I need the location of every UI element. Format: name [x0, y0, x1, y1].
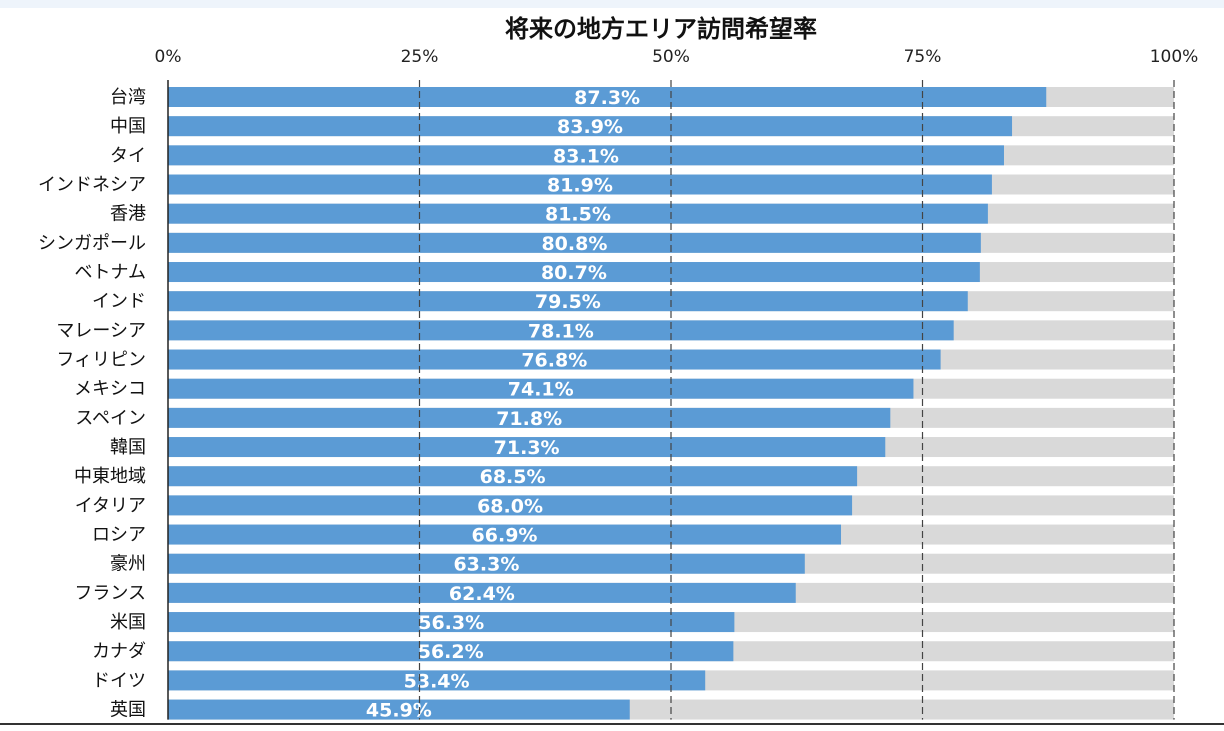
- bar: [168, 495, 853, 516]
- data-label: 45.9%: [366, 700, 432, 722]
- bar: [168, 87, 1047, 107]
- data-label: 76.8%: [521, 350, 587, 372]
- bar: [168, 612, 735, 633]
- data-label: 79.5%: [535, 291, 601, 313]
- data-label: 68.0%: [477, 495, 543, 517]
- bar: [168, 641, 734, 662]
- category-label: インド: [92, 291, 146, 312]
- data-label: 62.4%: [449, 583, 515, 605]
- category-label: インドネシア: [38, 175, 146, 196]
- chart-title: 将来の地方エリア訪問希望率: [505, 15, 817, 43]
- x-tick-label: 75%: [904, 47, 942, 67]
- category-label: シンガポール: [38, 233, 146, 254]
- data-label: 81.9%: [547, 175, 613, 197]
- x-tick-label: 50%: [652, 47, 690, 67]
- category-label: フィリピン: [56, 350, 146, 371]
- category-label: ロシア: [92, 525, 146, 546]
- data-label: 87.3%: [574, 87, 640, 109]
- category-label: 中東地域: [74, 466, 146, 487]
- category-label: 台湾: [110, 87, 146, 108]
- data-label: 80.8%: [541, 233, 607, 255]
- data-label: 71.3%: [494, 437, 560, 459]
- data-label: 78.1%: [528, 320, 594, 342]
- data-label: 53.4%: [404, 670, 470, 692]
- category-label: ベトナム: [75, 262, 146, 283]
- data-label: 74.1%: [508, 379, 574, 401]
- data-label: 56.3%: [418, 612, 484, 634]
- bar: [168, 553, 805, 574]
- bar: [168, 232, 981, 253]
- category-label: スペイン: [75, 408, 146, 429]
- data-label: 68.5%: [480, 466, 546, 488]
- bar: [168, 437, 886, 458]
- x-tick-label: 25%: [401, 47, 439, 67]
- category-label: 香港: [110, 204, 146, 225]
- category-label: 韓国: [110, 437, 146, 458]
- data-label: 83.9%: [557, 116, 623, 138]
- bar: [168, 291, 968, 312]
- category-label: ドイツ: [92, 670, 146, 691]
- category-label: タイ: [110, 145, 146, 166]
- data-label: 81.5%: [545, 204, 611, 226]
- bar: [168, 320, 954, 341]
- bar: [168, 466, 858, 487]
- x-tick-label: 0%: [155, 47, 182, 67]
- category-label: 英国: [110, 700, 146, 721]
- category-label: マレーシア: [56, 320, 146, 341]
- data-label: 71.8%: [496, 408, 562, 430]
- data-label: 63.3%: [453, 554, 519, 576]
- bar: [168, 262, 980, 283]
- bar: [168, 174, 992, 195]
- x-tick-label: 100%: [1150, 47, 1199, 67]
- bar: [168, 203, 988, 224]
- bar: [168, 407, 891, 428]
- category-label: 中国: [110, 116, 146, 137]
- data-label: 56.2%: [418, 641, 484, 663]
- data-label: 66.9%: [472, 525, 538, 547]
- category-label: フランス: [74, 583, 146, 604]
- bar: [168, 378, 914, 399]
- top-strip: [0, 0, 1224, 8]
- bar: [168, 699, 630, 720]
- bar: [168, 582, 796, 603]
- category-label: イタリア: [75, 495, 146, 516]
- category-label: メキシコ: [74, 379, 146, 400]
- bar: [168, 670, 706, 691]
- data-label: 83.1%: [553, 145, 619, 167]
- data-label: 80.7%: [541, 262, 607, 284]
- category-label: 豪州: [110, 554, 146, 575]
- bar: [168, 145, 1004, 166]
- bar: [168, 349, 941, 370]
- category-label: 米国: [110, 612, 146, 633]
- bar: [168, 524, 842, 545]
- bar: [168, 116, 1013, 137]
- category-label: カナダ: [92, 641, 146, 662]
